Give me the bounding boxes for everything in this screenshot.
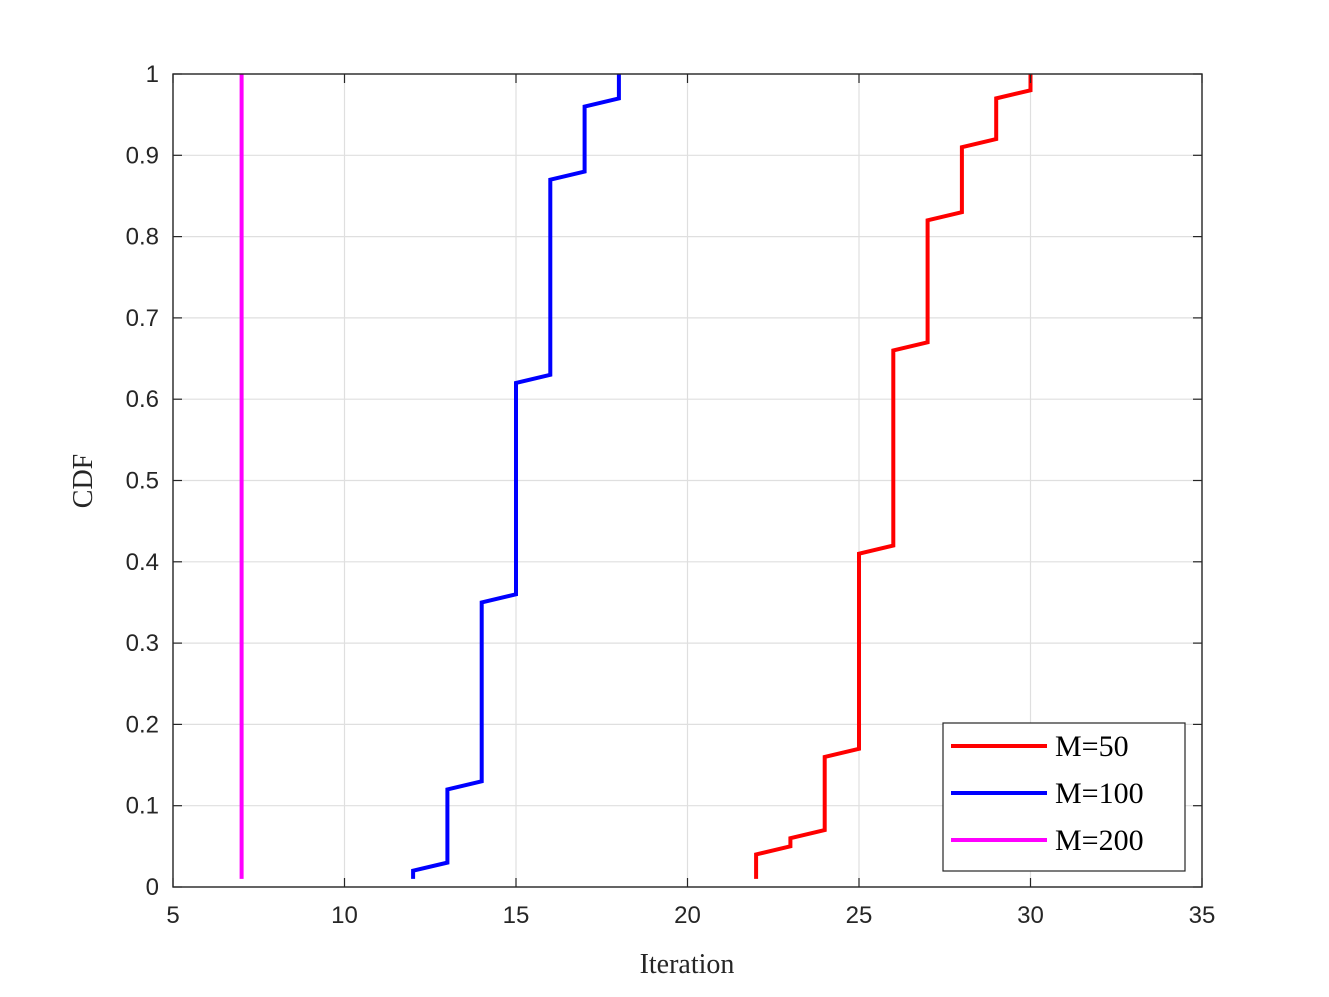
y-tick-label: 0.7 — [126, 305, 159, 332]
x-tick-label: 5 — [166, 902, 179, 929]
series-line-m-50 — [754, 74, 1033, 879]
legend-label: M=100 — [1055, 777, 1144, 810]
y-tick-label: 1 — [146, 61, 159, 88]
y-axis-title: CDF — [68, 454, 99, 508]
y-tick-label: 0.5 — [126, 468, 159, 495]
y-tick-label: 0.1 — [126, 793, 159, 820]
legend-label: M=200 — [1055, 824, 1144, 857]
y-tick-label: 0.6 — [126, 386, 159, 413]
legend-label: M=50 — [1055, 730, 1129, 763]
x-tick-label: 30 — [1017, 902, 1044, 929]
x-tick-label: 20 — [674, 902, 701, 929]
x-tick-label: 35 — [1189, 902, 1216, 929]
x-axis-title: Iteration — [640, 949, 735, 980]
y-tick-label: 0.4 — [126, 549, 159, 576]
axes — [172, 73, 1203, 888]
y-tick-label: 0.8 — [126, 224, 159, 251]
y-tick-label: 0.9 — [126, 142, 159, 169]
x-tick-label: 10 — [331, 902, 358, 929]
y-tick-label: 0.2 — [126, 711, 159, 738]
series-line-m-100 — [411, 74, 621, 879]
y-tick-label: 0.3 — [126, 630, 159, 657]
x-tick-label: 25 — [846, 902, 873, 929]
legend: M=50 M=100 M=200 — [942, 722, 1186, 872]
y-tick-label: 0 — [146, 874, 159, 901]
data-series — [239, 74, 1033, 879]
tick-labels: 5 10 15 20 25 30 35 0 0.1 0.2 0.3 0.4 0.5 0.6 0.7 0.8 0.… — [126, 61, 1216, 929]
x-tick-label: 15 — [503, 902, 530, 929]
